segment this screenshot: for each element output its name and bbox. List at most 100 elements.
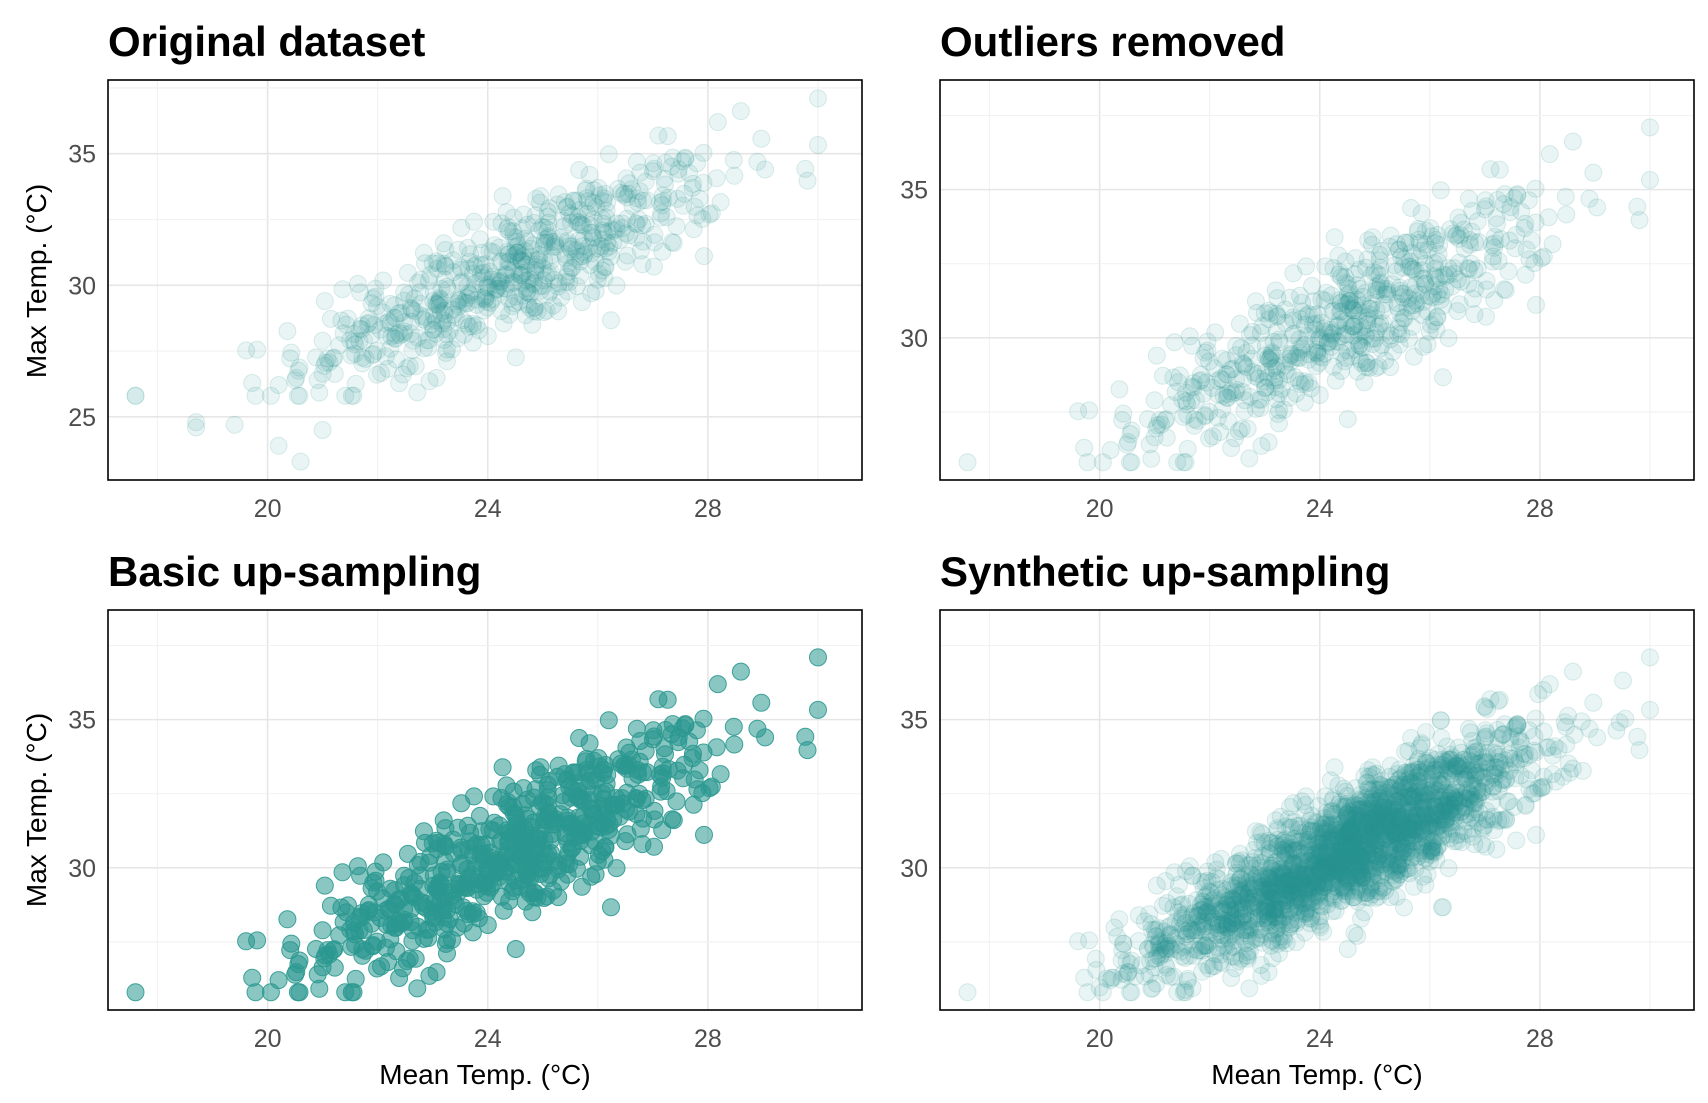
- data-point: [567, 277, 586, 296]
- data-point: [572, 215, 591, 234]
- data-point: [564, 192, 583, 211]
- data-point: [524, 236, 543, 255]
- data-point: [288, 386, 307, 405]
- data-point: [1156, 956, 1175, 974]
- data-point: [411, 283, 430, 302]
- data-point: [1190, 372, 1209, 391]
- data-point: [1188, 921, 1206, 939]
- data-point: [631, 241, 650, 260]
- data-point: [1201, 883, 1220, 902]
- data-point: [676, 149, 695, 168]
- data-point: [684, 174, 702, 193]
- data-point: [664, 233, 683, 252]
- data-point: [1093, 453, 1112, 472]
- data-point: [318, 349, 337, 368]
- data-point: [427, 311, 445, 330]
- data-point: [401, 913, 420, 931]
- data-point: [504, 261, 523, 280]
- data-point: [525, 273, 543, 292]
- data-point: [627, 719, 646, 738]
- data-point: [419, 271, 438, 290]
- data-point: [463, 923, 482, 942]
- panel-title: Original dataset: [108, 18, 425, 65]
- data-point: [596, 184, 615, 203]
- data-point: [1527, 825, 1545, 844]
- data-point: [545, 235, 564, 254]
- data-point: [356, 349, 375, 368]
- data-point: [527, 189, 546, 208]
- data-point: [1404, 347, 1423, 366]
- data-point: [616, 252, 635, 271]
- data-point: [431, 290, 450, 309]
- data-point: [543, 246, 562, 265]
- data-point: [1527, 295, 1545, 314]
- data-point: [414, 310, 433, 329]
- data-point: [1263, 344, 1282, 363]
- data-point: [1529, 685, 1548, 704]
- data-point: [549, 185, 568, 204]
- data-point: [1451, 226, 1470, 244]
- data-point: [452, 794, 471, 813]
- data-point: [526, 206, 545, 225]
- data-point: [1313, 897, 1332, 916]
- x-tick-label: 20: [254, 495, 282, 523]
- data-point: [1338, 275, 1357, 294]
- data-point: [1112, 951, 1131, 970]
- data-point: [613, 219, 632, 238]
- data-point: [478, 327, 497, 346]
- data-point: [248, 931, 267, 950]
- data-point: [419, 331, 438, 350]
- data-point: [1485, 234, 1504, 253]
- data-point: [406, 357, 425, 376]
- data-point: [417, 312, 436, 331]
- data-point: [1287, 933, 1306, 952]
- data-point: [1266, 281, 1285, 300]
- data-point: [594, 223, 613, 242]
- y-tick-label: 35: [900, 707, 928, 735]
- scatter-points: [126, 89, 827, 471]
- data-point: [506, 348, 525, 367]
- data-point: [261, 386, 280, 405]
- data-point: [1236, 897, 1255, 916]
- data-point: [1080, 931, 1099, 950]
- data-point: [540, 282, 559, 301]
- data-point: [574, 243, 592, 262]
- data-point: [588, 270, 607, 289]
- data-point: [555, 193, 574, 212]
- data-point: [386, 326, 405, 344]
- data-point: [449, 240, 467, 259]
- data-point: [535, 233, 554, 252]
- data-point: [617, 169, 636, 188]
- data-point: [645, 225, 664, 244]
- data-point: [544, 296, 563, 315]
- data-point: [583, 223, 602, 242]
- data-point: [449, 292, 468, 311]
- data-point: [560, 237, 579, 256]
- data-point: [430, 292, 449, 311]
- data-point: [1331, 302, 1350, 321]
- data-point: [525, 213, 543, 232]
- data-point: [286, 371, 305, 390]
- data-point: [500, 244, 519, 263]
- data-point: [394, 365, 412, 384]
- data-point: [653, 192, 672, 211]
- data-point: [497, 203, 516, 222]
- data-point: [567, 819, 586, 838]
- data-point: [395, 291, 414, 310]
- data-point: [412, 306, 431, 325]
- data-point: [562, 258, 581, 277]
- data-point: [651, 193, 669, 212]
- data-point: [362, 294, 381, 313]
- data-point: [645, 837, 663, 856]
- data-point: [1416, 875, 1435, 894]
- data-point: [695, 825, 713, 844]
- data-point: [518, 215, 537, 234]
- data-point: [1238, 419, 1257, 438]
- data-point: [708, 113, 727, 132]
- data-point: [586, 252, 605, 271]
- data-point: [574, 247, 593, 266]
- data-point: [363, 346, 382, 364]
- data-point: [1150, 936, 1168, 955]
- panel-title: Synthetic up-sampling: [940, 548, 1390, 595]
- data-point: [368, 297, 387, 316]
